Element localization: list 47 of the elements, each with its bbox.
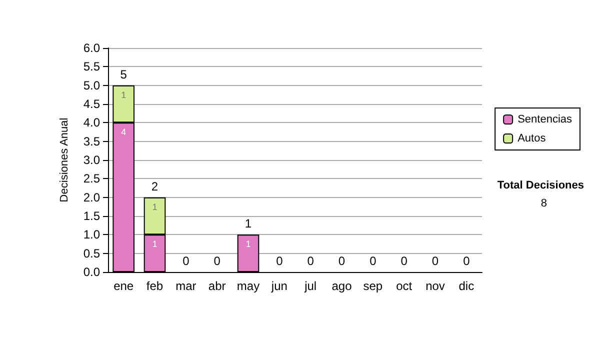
y-tick-label: 6.0 [83,41,100,55]
y-tick-label: 4.0 [83,116,100,130]
total-label: 1 [244,216,252,231]
total-label: 0 [338,254,346,268]
y-tick-label: 0.5 [83,246,100,260]
total-label: 0 [182,254,190,268]
x-tick-label: mar [176,279,196,293]
text: Total Decisiones [497,180,584,192]
data-label: 1 [121,90,126,100]
x-tick-label: feb [146,279,164,293]
legend-label: Sentencias [518,114,572,126]
y-tick-label: 1.0 [83,228,100,242]
y-tick-label: 2.5 [83,172,100,186]
y-tick-label: 4.5 [83,97,100,111]
y-tick-label: 0.0 [83,265,100,279]
data-label: 1 [152,239,158,250]
total-label: 0 [214,254,221,268]
total-label: 0 [276,254,284,268]
total-label: 0 [370,254,377,268]
legend-label: Autos [518,132,546,144]
y-axis-title: Decisiones Anual [58,118,70,202]
y-tick-label: 2.0 [83,190,100,204]
data-label: 4 [121,127,126,138]
x-tick-label: ago [332,279,352,293]
y-tick-label: 1.5 [83,209,100,223]
total-label: 0 [432,254,439,268]
x-tick-label: oct [396,279,413,293]
x-tick-label: jul [304,279,317,293]
total-label: 5 [120,67,128,82]
y-tick-label: 3.0 [83,153,100,167]
data-label: 1 [152,202,158,212]
y-tick-label: 3.5 [83,134,100,148]
text: 8 [540,198,548,210]
y-tick-label: 5.0 [83,78,100,92]
y-tick-label: 5.5 [83,60,100,74]
x-tick-label: sep [363,279,383,293]
total-label: 0 [463,254,470,268]
x-tick-label: jun [270,279,288,293]
total-label: 0 [307,254,314,268]
total-label: 2 [151,179,158,194]
x-tick-label: ene [114,279,134,293]
total-label: 0 [400,254,408,268]
x-tick-label: abr [208,279,226,293]
x-tick-label: may [236,279,260,293]
x-tick-label: nov [426,279,445,293]
x-tick-label: dic [458,279,474,293]
data-label: 1 [246,239,251,250]
